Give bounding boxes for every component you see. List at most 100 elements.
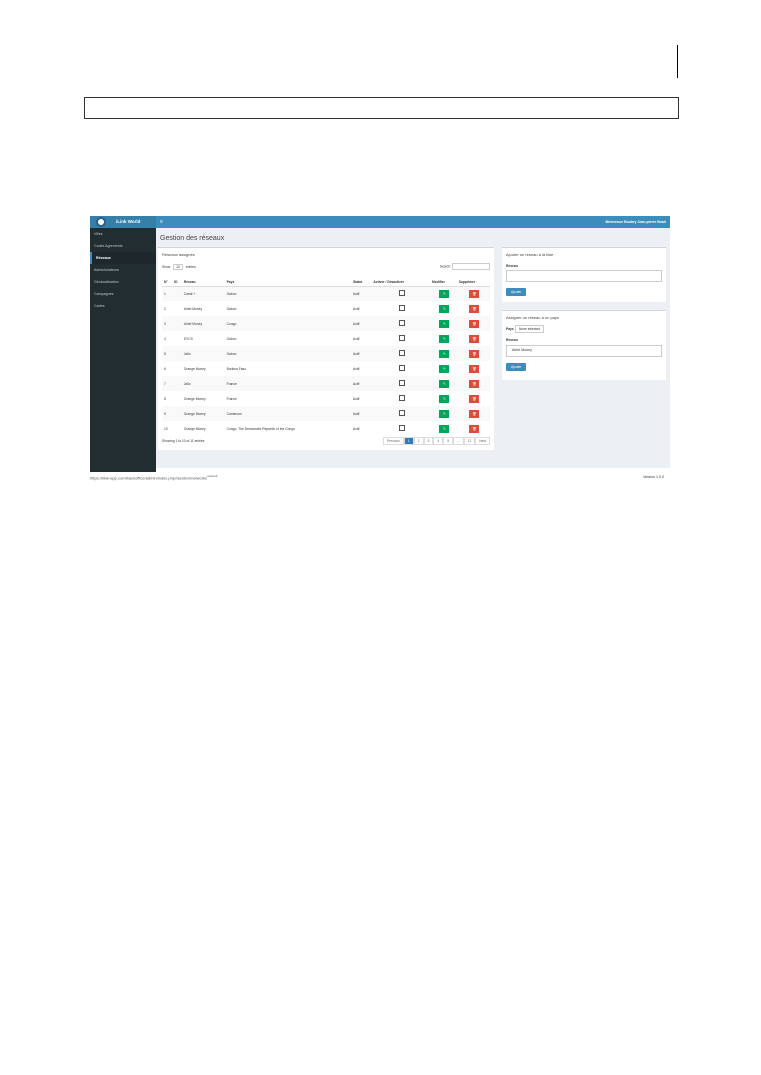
column-header[interactable]: Activer / Désactiver xyxy=(371,278,431,287)
cell-edit: ✎ xyxy=(430,286,457,301)
user-welcome[interactable]: Bienvenue Boubry Jean-pierre Boah xyxy=(605,220,667,224)
activate-checkbox[interactable] xyxy=(398,290,405,297)
brand-logo[interactable]: iLink World xyxy=(90,216,156,228)
cell-country: France xyxy=(224,376,352,391)
activate-checkbox[interactable] xyxy=(398,395,405,401)
page-button[interactable]: 11 xyxy=(463,437,476,445)
table-row: 2 Airtel Money Gabon Actif ✎ 🗑 xyxy=(162,301,490,316)
column-header[interactable]: ID xyxy=(172,278,182,287)
activate-checkbox[interactable] xyxy=(398,425,405,431)
edit-icon[interactable]: ✎ xyxy=(439,409,450,418)
table-row: 3 Airtel Money Congo Actif ✎ 🗑 xyxy=(162,316,490,331)
cell-status: Actif xyxy=(353,336,360,341)
sidebar-item[interactable]: Villes xyxy=(94,232,103,236)
delete-icon[interactable]: 🗑 xyxy=(469,334,480,343)
cell-country: Cameroon xyxy=(224,406,352,421)
cell-id xyxy=(172,361,182,376)
assign-network-panel: Assigner un réseau à un pays Pays None s… xyxy=(502,310,666,380)
delete-icon[interactable]: 🗑 xyxy=(469,364,480,373)
delete-icon[interactable]: 🗑 xyxy=(469,304,480,313)
delete-icon[interactable]: 🗑 xyxy=(469,424,480,433)
delete-icon[interactable]: 🗑 xyxy=(469,409,480,418)
activate-checkbox[interactable] xyxy=(398,380,405,386)
cell-number: 10 xyxy=(164,426,168,431)
page-button[interactable]: 4 xyxy=(433,437,444,445)
activate-checkbox[interactable] xyxy=(398,335,405,341)
networks-table: N° ID Réseau Pays Statut Activer / Désactiver… xyxy=(162,278,490,436)
page-title: Gestion des réseaux xyxy=(160,235,225,242)
column-header[interactable]: Modifier xyxy=(430,278,457,287)
status-url: https://ilink-app.com/backoffice/admin/i… xyxy=(90,474,218,481)
column-header[interactable]: Réseau xyxy=(181,278,225,287)
activate-checkbox[interactable] xyxy=(398,320,405,326)
page-button[interactable]: 2 xyxy=(413,437,424,445)
page-button[interactable]: 5 xyxy=(443,437,454,445)
table-row: 7 Jalio France Actif ✎ 🗑 xyxy=(162,376,490,391)
cell-delete: 🗑 xyxy=(456,316,490,331)
sidebar-item[interactable]: Cartes xyxy=(94,304,105,308)
activate-checkbox[interactable] xyxy=(398,350,405,356)
country-select[interactable]: None selected xyxy=(515,325,545,333)
sidebar-item[interactable]: Administrateurs xyxy=(94,268,119,272)
sidebar-item[interactable]: Campagnes xyxy=(94,292,114,296)
table-row: 9 Orange Money Cameroon Actif ✎ 🗑 xyxy=(162,406,490,421)
cell-edit: ✎ xyxy=(430,376,457,391)
delete-icon[interactable]: 🗑 xyxy=(469,379,480,388)
cell-delete: 🗑 xyxy=(456,406,490,421)
table-row: 6 Orange Money Burkina Faso Actif ✎ 🗑 xyxy=(162,361,490,376)
cell-id xyxy=(172,286,182,301)
cell-id xyxy=(172,391,182,406)
cell-number: 4 xyxy=(164,336,166,341)
cell-edit: ✎ xyxy=(430,316,457,331)
sidebar-item[interactable]: Réseaux xyxy=(90,252,156,264)
edit-icon[interactable]: ✎ xyxy=(439,364,450,373)
page-button[interactable]: Next xyxy=(475,437,490,445)
edit-icon[interactable]: ✎ xyxy=(439,379,450,388)
cell-status: Actif xyxy=(353,366,360,371)
cell-status: Actif xyxy=(351,286,372,301)
edit-icon[interactable]: ✎ xyxy=(439,394,450,403)
pagination: Previous 1 2 3 4 5... 11 Next xyxy=(382,437,490,445)
edit-icon[interactable]: ✎ xyxy=(439,289,450,298)
cell-id xyxy=(172,421,182,436)
cell-delete: 🗑 xyxy=(457,421,490,436)
page-button[interactable]: 3 xyxy=(423,437,434,445)
cell-status: Actif xyxy=(353,396,360,401)
assign-network-button[interactable]: Ajouter xyxy=(506,363,527,371)
edit-icon[interactable]: ✎ xyxy=(439,334,450,343)
delete-icon[interactable]: 🗑 xyxy=(469,394,480,403)
entries-select[interactable]: 10 xyxy=(173,264,183,270)
delete-icon[interactable]: 🗑 xyxy=(469,349,480,358)
cell-id xyxy=(172,346,182,361)
network-input[interactable] xyxy=(506,270,662,282)
cell-edit: ✎ xyxy=(430,406,457,421)
cell-country: Gabon xyxy=(226,336,237,341)
page-button[interactable]: ... xyxy=(453,437,464,445)
cell-delete: 🗑 xyxy=(457,331,490,346)
search-input[interactable] xyxy=(452,263,490,270)
sidebar-item[interactable]: Codes Agrements xyxy=(94,244,123,248)
activate-checkbox[interactable] xyxy=(398,410,405,416)
column-header[interactable]: Pays xyxy=(224,278,352,287)
edit-icon[interactable]: ✎ xyxy=(439,319,450,328)
delete-icon[interactable]: 🗑 xyxy=(469,319,480,328)
activate-checkbox[interactable] xyxy=(398,305,405,311)
activate-checkbox[interactable] xyxy=(398,365,405,371)
column-header[interactable]: N° xyxy=(162,278,173,287)
add-network-button[interactable]: Ajouter xyxy=(506,288,527,296)
column-header[interactable]: Statut xyxy=(351,278,372,287)
page-button[interactable]: Previous xyxy=(382,437,404,445)
add-network-panel: Ajouter un réseau à la liste Réseau Ajou… xyxy=(502,247,666,302)
edit-icon[interactable]: ✎ xyxy=(439,424,450,433)
edit-icon[interactable]: ✎ xyxy=(439,349,450,358)
cell-delete: 🗑 xyxy=(456,286,490,301)
network-select[interactable]: Airtel Money xyxy=(506,345,662,357)
page-button[interactable]: 1 xyxy=(403,437,414,445)
sidebar-item[interactable]: Géolocalisation xyxy=(94,280,119,284)
menu-toggle-icon[interactable]: ≡ xyxy=(160,219,163,225)
cell-delete: 🗑 xyxy=(456,376,490,391)
edit-icon[interactable]: ✎ xyxy=(439,304,450,313)
cell-network: Orange Money xyxy=(183,426,206,431)
column-header[interactable]: Supprimer xyxy=(456,278,490,287)
delete-icon[interactable]: 🗑 xyxy=(469,289,480,298)
